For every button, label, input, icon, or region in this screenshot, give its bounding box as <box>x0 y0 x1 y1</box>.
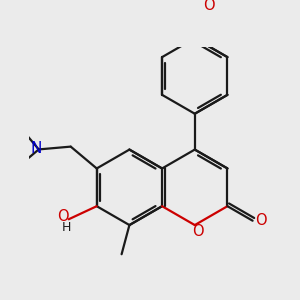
Text: O: O <box>203 0 214 13</box>
Text: O: O <box>192 224 204 239</box>
Text: N: N <box>31 141 42 156</box>
Text: O: O <box>57 209 69 224</box>
Text: H: H <box>61 221 71 235</box>
Text: O: O <box>256 213 267 228</box>
